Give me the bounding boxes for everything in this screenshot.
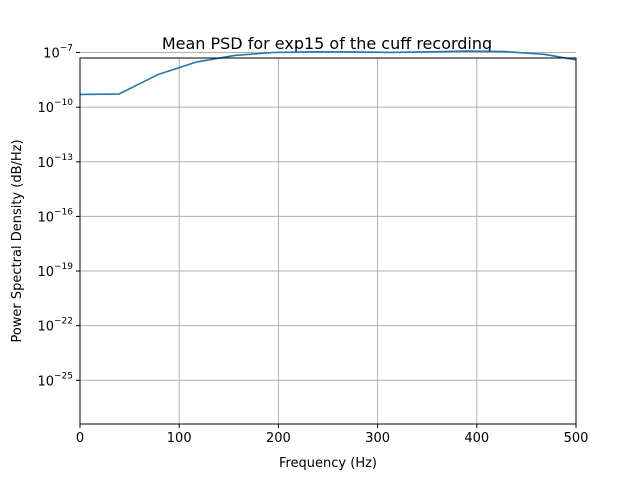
x-tick-label: 200	[266, 431, 291, 446]
y-tick-label: 10−22	[37, 317, 73, 335]
y-tick-label: 10−13	[37, 153, 73, 171]
y-axis-label: Power Spectral Density (dB/Hz)	[10, 139, 25, 342]
plot-frame	[79, 57, 577, 425]
x-tick-label: 500	[564, 431, 589, 446]
y-tick-base: 10	[37, 374, 54, 389]
y-tick-label: 10−19	[37, 262, 73, 280]
y-tick-label: 10−7	[43, 44, 73, 62]
y-tick-exponent: −16	[54, 207, 73, 217]
y-tick-label: 10−10	[37, 98, 73, 116]
y-tick-exponent: −13	[54, 153, 73, 163]
grid	[79, 52, 577, 424]
y-tick-label: 10−16	[37, 207, 73, 225]
y-tick-base: 10	[37, 265, 54, 280]
y-tick-exponent: −7	[60, 44, 73, 54]
x-tick-label: 300	[365, 431, 390, 446]
y-tick-exponent: −19	[54, 262, 73, 272]
y-tick-base: 10	[37, 210, 54, 225]
y-tick-base: 10	[37, 156, 54, 171]
y-tick-exponent: −22	[54, 317, 73, 327]
y-tick-base: 10	[37, 320, 54, 335]
x-tick-label: 400	[464, 431, 489, 446]
y-tick-base: 10	[37, 101, 54, 116]
x-tick-label: 100	[167, 431, 192, 446]
x-tick-label: 0	[76, 431, 84, 446]
y-tick-base: 10	[43, 47, 60, 62]
x-axis-ticks: 0 100 200 300 400 500	[76, 424, 589, 446]
y-tick-exponent: −25	[54, 371, 73, 381]
y-tick-exponent: −10	[54, 98, 73, 108]
chart-title: Mean PSD for exp15 of the cuff recording	[162, 34, 492, 53]
x-axis-label: Frequency (Hz)	[279, 456, 377, 471]
y-tick-label: 10−25	[37, 371, 73, 389]
psd-series-line	[79, 50, 577, 96]
series-layer	[79, 50, 577, 96]
